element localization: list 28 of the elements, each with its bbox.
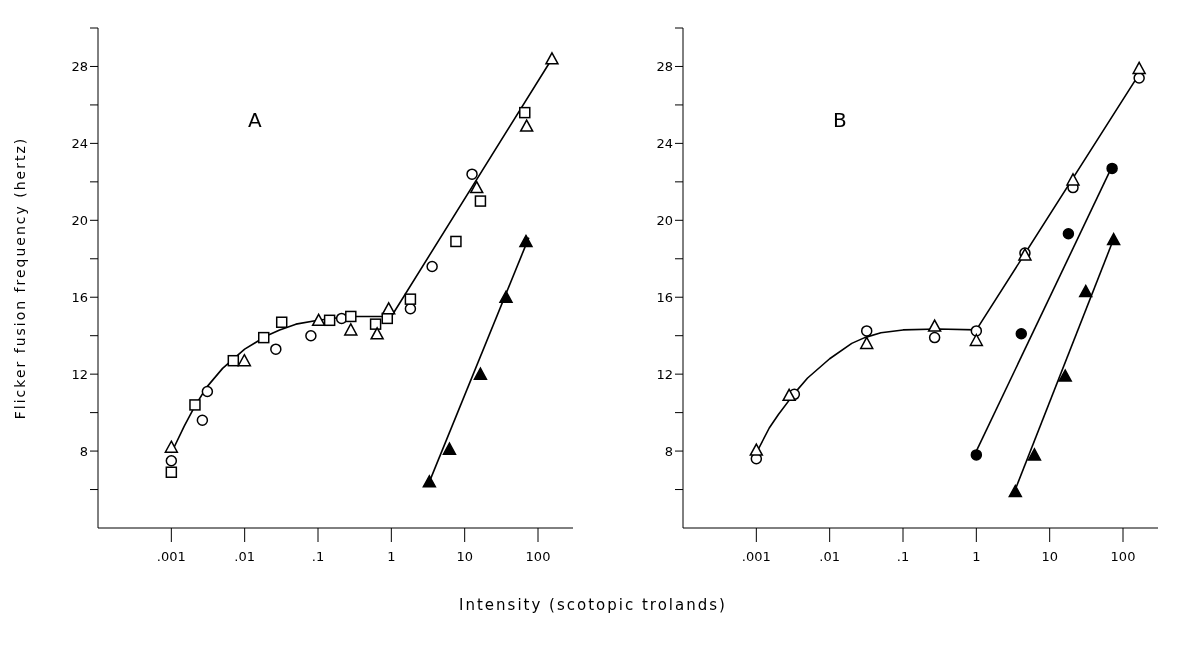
x-tick-label: 100 bbox=[525, 549, 551, 565]
x-tick-label: .01 bbox=[234, 549, 256, 565]
x-tick-label: 1 bbox=[972, 549, 981, 565]
y-tick-label: 24 bbox=[656, 136, 673, 151]
x-tick-label: .001 bbox=[741, 549, 771, 565]
text: B bbox=[833, 108, 847, 132]
y-tick-label: 28 bbox=[71, 59, 88, 75]
x-tick-label: .001 bbox=[156, 549, 186, 565]
x-tick-label: .1 bbox=[896, 549, 910, 565]
x-tick-label: 10 bbox=[456, 549, 473, 565]
y-tick-label: 8 bbox=[664, 443, 673, 459]
y-tick-label: 8 bbox=[79, 443, 88, 459]
y-tick-label: 16 bbox=[656, 289, 673, 305]
x-tick-label: .01 bbox=[819, 549, 841, 565]
x-tick-label: 10 bbox=[1041, 549, 1058, 565]
x-tick-label: .1 bbox=[311, 549, 325, 565]
y-tick-label: 28 bbox=[656, 59, 673, 75]
y-tick-label: 24 bbox=[71, 136, 88, 151]
y-tick-label: 16 bbox=[71, 289, 88, 305]
y-axis-title: Flicker fusion frequency (hertz) bbox=[11, 136, 28, 420]
y-tick-label: 20 bbox=[71, 212, 88, 228]
y-tick-label: 12 bbox=[71, 366, 88, 382]
x-tick-label: 1 bbox=[387, 549, 396, 565]
y-tick-label: 12 bbox=[656, 366, 673, 382]
x-tick-label: 100 bbox=[1110, 549, 1136, 565]
x-axis-title: Intensity (scotopic trolands) bbox=[458, 596, 728, 614]
y-tick-label: 20 bbox=[656, 212, 673, 228]
text: A bbox=[248, 108, 262, 132]
